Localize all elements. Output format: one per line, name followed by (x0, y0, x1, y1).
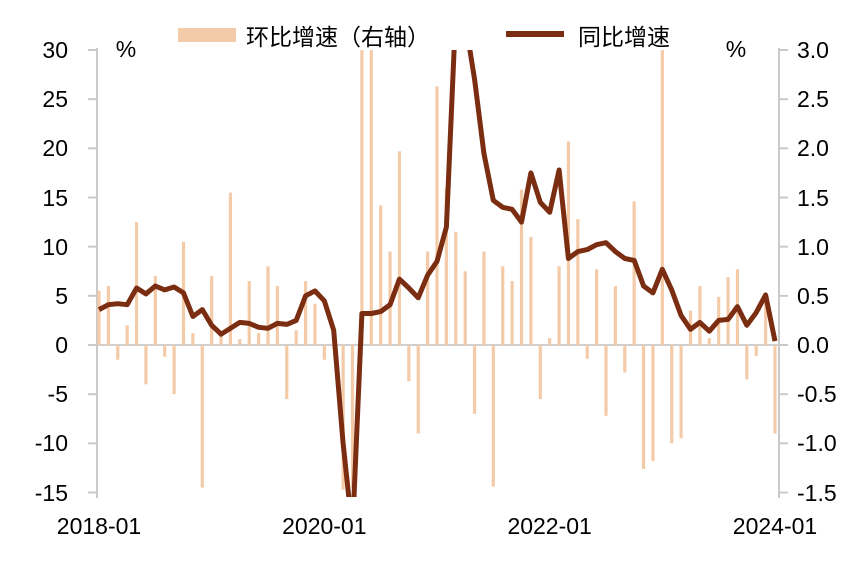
right-axis-tick-label: 0.0 (797, 332, 829, 358)
mom-bar (125, 325, 129, 345)
mom-bar (407, 345, 411, 382)
right-axis-tick-label: 0.5 (797, 282, 829, 309)
mom-bar (604, 345, 608, 416)
mom-bar (116, 345, 120, 360)
mom-bar (285, 345, 289, 400)
mom-bar (641, 345, 646, 469)
mom-bar (444, 187, 448, 345)
mom-bar (153, 276, 157, 345)
mom-bar (463, 271, 467, 345)
right-axis-tick-label: 1.5 (797, 184, 829, 211)
left-axis-tick-label: 30 (42, 37, 68, 63)
left-axis-tick-label: 15 (42, 184, 68, 211)
mom-bar (538, 345, 542, 400)
mom-bar (754, 345, 758, 356)
mom-bar (773, 345, 777, 434)
mom-bar (510, 281, 514, 345)
mom-bar (764, 296, 768, 345)
mom-bar (745, 345, 749, 380)
mom-bar (557, 266, 561, 345)
mom-bar (200, 345, 204, 488)
mom-bar (651, 345, 655, 462)
left-axis-tick-label: -5 (47, 381, 68, 408)
mom-bar (313, 303, 317, 345)
mom-bar (548, 338, 552, 345)
mom-bar (491, 345, 495, 487)
legend-bar-label: 环比增速（右轴） (246, 24, 430, 50)
left-axis-tick-label: 25 (42, 86, 68, 113)
legend-bar-swatch-icon (178, 28, 236, 42)
mom-bar (191, 333, 195, 345)
mom-bar (472, 345, 477, 414)
mom-bar (247, 281, 251, 345)
right-axis-tick-label: 3.0 (797, 37, 829, 63)
left-axis-tick-label: -10 (34, 430, 68, 457)
right-axis-tick-label: 2.0 (797, 135, 829, 162)
left-axis-tick-label: 20 (42, 135, 68, 162)
right-axis-tick-label: -0.5 (797, 381, 837, 408)
mom-bar (529, 236, 533, 345)
mom-bar (595, 269, 599, 345)
mom-bar (435, 86, 439, 345)
mom-bar (454, 231, 458, 345)
legend-line-swatch-icon (506, 31, 564, 37)
right-axis-tick-label: 2.5 (797, 86, 829, 113)
mom-bar (698, 286, 702, 345)
x-axis-tick-label: 2024-01 (732, 513, 818, 539)
right-axis-tick-label: -1.0 (797, 430, 837, 457)
mom-bar (294, 330, 298, 345)
left-axis-tick-label: 0 (55, 332, 68, 358)
legend-line-label: 同比增速 (578, 24, 670, 50)
mom-bar (482, 251, 486, 345)
mom-bar (163, 345, 167, 357)
mom-bar (576, 219, 580, 345)
mom-bar (726, 277, 730, 345)
left-axis-tick-label: -15 (34, 479, 68, 506)
right-axis-tick-label: -1.5 (797, 479, 837, 506)
left-axis-tick-label: 10 (42, 233, 68, 260)
mom-bar (219, 335, 223, 345)
right-axis-unit-label: % (725, 36, 747, 62)
right-axis-tick-label: 1.0 (797, 233, 829, 260)
mom-bar (322, 345, 326, 360)
mom-bar (275, 286, 279, 345)
mom-bar (144, 345, 148, 385)
mom-bar (623, 345, 627, 373)
mom-bar (613, 286, 617, 345)
mom-bar (106, 286, 110, 345)
mom-bar (360, 50, 364, 345)
mom-bar (426, 251, 430, 345)
mom-bar (632, 201, 636, 345)
yoy-line (97, 50, 778, 497)
mom-bar (172, 345, 176, 395)
mom-bar (660, 50, 664, 345)
mom-bar (397, 151, 402, 345)
x-axis-tick-label: 2018-01 (56, 513, 142, 539)
left-axis-tick-label: 5 (55, 282, 68, 309)
mom-bar (210, 276, 214, 345)
mom-bar (379, 205, 383, 345)
mom-bar (416, 345, 420, 434)
mom-bar (303, 281, 308, 345)
mom-bar (707, 338, 711, 345)
left-axis-unit-label: % (115, 36, 137, 62)
mom-bar (670, 345, 674, 444)
mom-bar (679, 345, 683, 439)
mom-bar (257, 333, 261, 345)
mom-bar (519, 189, 524, 345)
mom-bar (266, 266, 270, 345)
mom-bar (501, 266, 505, 345)
x-axis-tick-label: 2022-01 (507, 513, 592, 539)
mom-bar (228, 192, 233, 345)
mom-bar (238, 339, 242, 345)
x-axis-tick-label: 2020-01 (282, 513, 367, 539)
mom-bar (134, 222, 139, 345)
mom-bar (350, 345, 355, 488)
mom-bar (369, 50, 373, 345)
mom-bar (97, 290, 101, 345)
mom-bar (585, 345, 589, 359)
